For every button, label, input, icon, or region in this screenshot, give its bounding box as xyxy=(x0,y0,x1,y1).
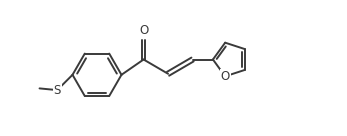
Text: O: O xyxy=(139,24,148,37)
Text: O: O xyxy=(221,70,230,83)
Text: S: S xyxy=(53,84,61,97)
